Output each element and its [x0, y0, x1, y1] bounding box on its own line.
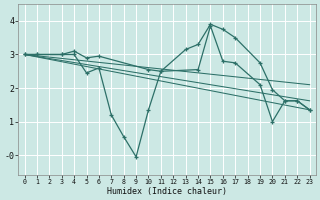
- X-axis label: Humidex (Indice chaleur): Humidex (Indice chaleur): [107, 187, 227, 196]
